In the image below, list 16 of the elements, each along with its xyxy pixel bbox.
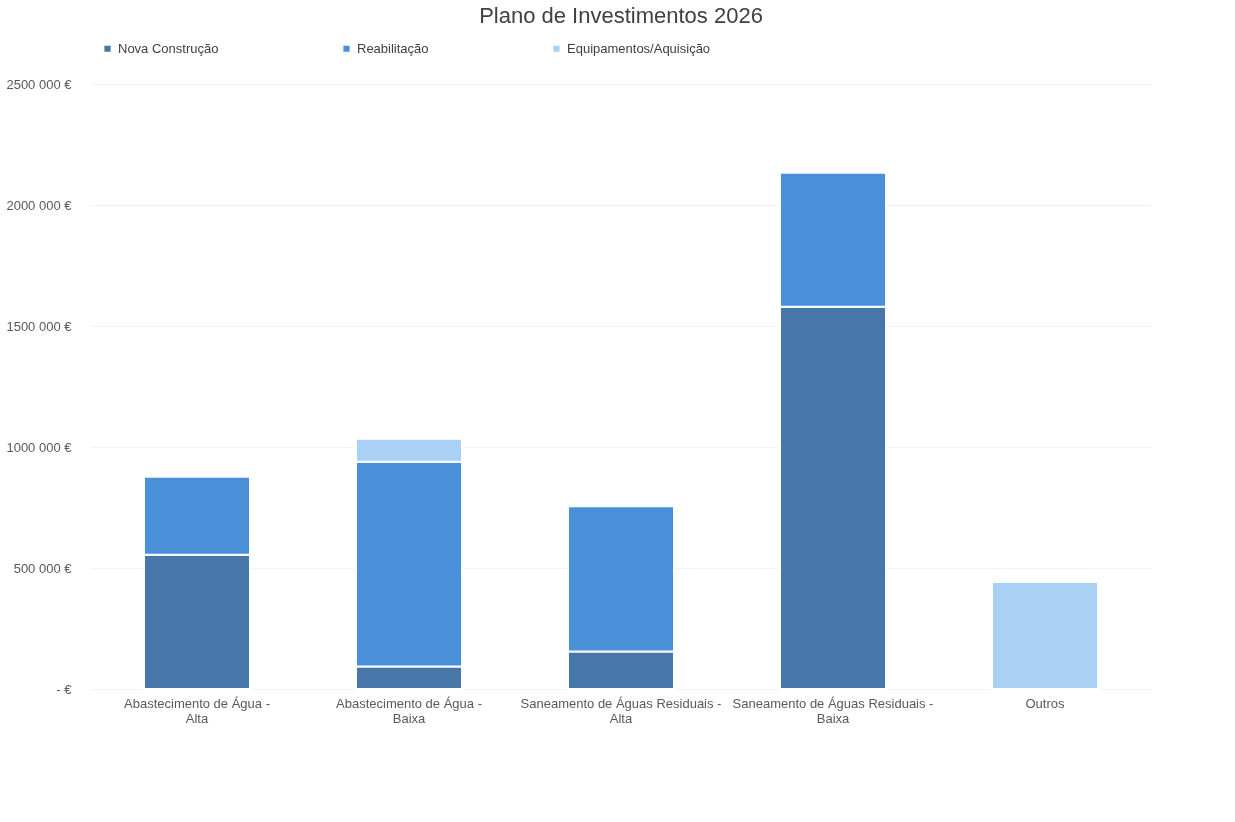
y-tick-label: 1500 000 € bbox=[6, 318, 73, 334]
x-tick-label: Saneamento de Águas Residuais - Baixa bbox=[732, 695, 934, 726]
y-tick-label: - € bbox=[56, 681, 73, 697]
x-tick-label: Outros bbox=[1025, 695, 1065, 711]
y-tick-label: 2500 000 € bbox=[6, 76, 73, 92]
y-tick-label: 2000 000 € bbox=[6, 197, 73, 213]
bar bbox=[991, 581, 1099, 690]
chart-title: Plano de Investimentos 2026 bbox=[479, 3, 763, 28]
legend-label: Nova Construção bbox=[118, 40, 219, 56]
legend-label: Reabilitação bbox=[357, 40, 429, 56]
x-tick-label: Saneamento de Águas Residuais - Alta bbox=[520, 695, 722, 726]
legend-label: Equipamentos/Aquisição bbox=[567, 40, 711, 56]
x-tick-label: Abastecimento de Água - Alta bbox=[124, 695, 270, 726]
x-tick-label: Abastecimento de Água - Baixa bbox=[336, 695, 482, 726]
y-tick-label: 1000 000 € bbox=[6, 439, 73, 455]
y-tick-label: 500 000 € bbox=[13, 560, 73, 576]
